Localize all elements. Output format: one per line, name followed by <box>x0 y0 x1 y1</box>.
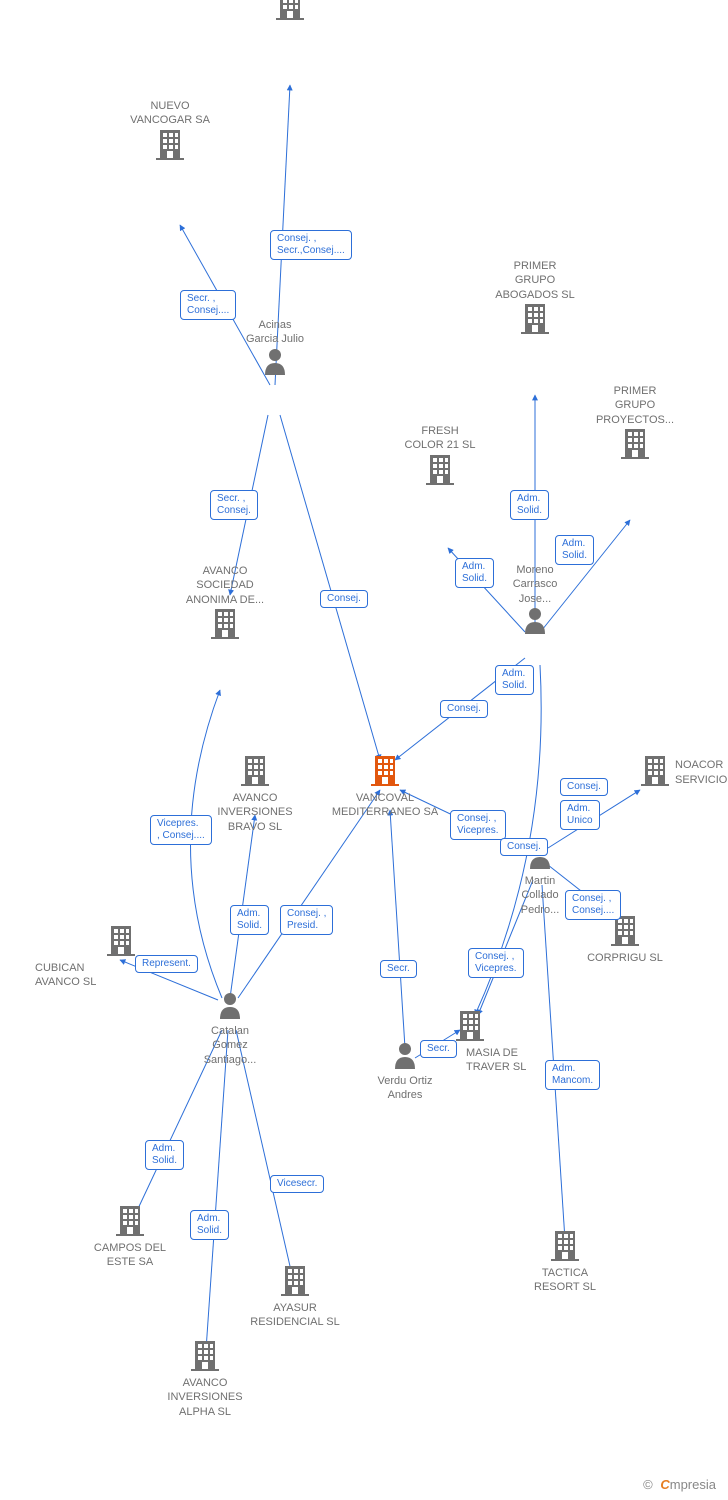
building-icon <box>35 924 135 961</box>
edge-label-martin-tactica: Adm. Mancom. <box>545 1060 600 1090</box>
node-avanco_soc[interactable]: AVANCO SOCIEDAD ANONIMA DE... <box>175 564 275 644</box>
building-icon <box>641 754 669 791</box>
edge-label-verdu-masia: Secr. <box>420 1040 457 1058</box>
node-label: Moreno Carrasco Jose... <box>485 563 585 606</box>
edge-label-martin-noacor: Adm. Unico <box>560 800 600 830</box>
edge-label-martin-vancoval: Consej. , Vicepres. <box>450 810 506 840</box>
building-icon <box>145 1339 265 1376</box>
node-tactica[interactable]: TACTICA RESORT SL <box>505 1229 625 1295</box>
person-icon <box>225 347 325 380</box>
edge-label-catalan-avanco_alpha: Adm. Solid. <box>190 1210 229 1240</box>
edge-label-acinas-nuevo_vancogar: Secr. , Consej.... <box>180 290 236 320</box>
brand-rest: mpresia <box>670 1477 716 1492</box>
edge-catalan-avanco_alpha <box>206 1030 228 1350</box>
edge-label-moreno-vancoval: Consej. <box>440 700 488 718</box>
node-label: PRIMER GRUPO PROYECTOS... <box>585 384 685 427</box>
edge-label-acinas-avanco_soc: Secr. , Consej. <box>210 490 258 520</box>
edge-label-martin-corprigu: Consej. , Consej.... <box>565 890 621 920</box>
node-label: AVANCO INVERSIONES ALPHA SL <box>145 1376 265 1419</box>
node-label: FRESH COLOR 21 SL <box>390 424 490 453</box>
node-label: TACTICA RESORT SL <box>505 1266 625 1295</box>
edge-label-acinas-vancoval: Consej. <box>320 590 368 608</box>
node-label: CAMPOS DEL ESTE SA <box>70 1241 190 1270</box>
building-icon <box>195 754 315 791</box>
building-icon <box>585 427 685 464</box>
node-cubican[interactable]: CUBICAN AVANCO SL <box>35 924 135 990</box>
building-icon <box>120 128 220 165</box>
building-icon <box>390 453 490 490</box>
node-label: Verdu Ortiz Andres <box>345 1074 465 1103</box>
node-vancoval[interactable]: VANCOVAL MEDITERRANEO SA <box>325 754 445 820</box>
edge-label-moreno-fresh_color: Adm. Solid. <box>455 558 494 588</box>
node-primer_proyectos[interactable]: PRIMER GRUPO PROYECTOS... <box>585 384 685 464</box>
edge-label-moreno-primer_abogados: Adm. Solid. <box>510 490 549 520</box>
building-icon <box>505 1229 625 1266</box>
edge-label-martin-vancoval: Consej. <box>500 838 548 856</box>
node-moreno[interactable]: Moreno Carrasco Jose... <box>485 563 585 639</box>
node-label: AVANCO SOCIEDAD ANONIMA DE... <box>175 564 275 607</box>
building-icon <box>175 607 275 644</box>
edge-label-catalan-cubican: Represent. <box>135 955 198 973</box>
edge-label-catalan-vancoval: Consej. , Presid. <box>280 905 333 935</box>
node-label: CORPRIGU SL <box>565 951 685 965</box>
edge-acinas-vancoval <box>280 415 380 760</box>
edge-label-catalan-avanco_soc: Vicepres. , Consej.... <box>150 815 212 845</box>
building-icon <box>456 1009 566 1046</box>
node-avanco_inv_bravo[interactable]: AVANCO INVERSIONES BRAVO SL <box>195 754 315 834</box>
node-label: AVANCO INVERSIONES BRAVO SL <box>195 791 315 834</box>
node-corprigu[interactable]: CORPRIGU SL <box>565 914 685 965</box>
brand-c: C <box>660 1477 669 1492</box>
node-fresh_color[interactable]: FRESH COLOR 21 SL <box>390 424 490 490</box>
edge-verdu-vancoval <box>390 810 405 1048</box>
edge-label-acinas-vancogar: Consej. , Secr.,Consej.... <box>270 230 352 260</box>
building-icon <box>325 754 445 791</box>
node-primer_abogados[interactable]: PRIMER GRUPO ABOGADOS SL <box>485 259 585 339</box>
edge-label-moreno-masia: Adm. Solid. <box>495 665 534 695</box>
node-avanco_alpha[interactable]: AVANCO INVERSIONES ALPHA SL <box>145 1339 265 1419</box>
edge-label-martin-masia: Consej. , Vicepres. <box>468 948 524 978</box>
edge-label-catalan-ayasur: Vicesecr. <box>270 1175 324 1193</box>
node-noacor[interactable]: NOACOR SERVICIOS SL <box>641 754 728 791</box>
node-ayasur[interactable]: AYASUR RESIDENCIAL SL <box>235 1264 355 1330</box>
node-label: Catalan Gomez Santiago... <box>170 1024 290 1067</box>
copyright-symbol: © <box>643 1477 653 1492</box>
edge-label-moreno-primer_proyectos: Adm. Solid. <box>555 535 594 565</box>
person-icon <box>485 606 585 639</box>
node-label: Acinas Garcia Julio <box>225 318 325 347</box>
building-icon <box>235 1264 355 1301</box>
building-icon <box>485 302 585 339</box>
node-label: AYASUR RESIDENCIAL SL <box>235 1301 355 1330</box>
person-icon <box>170 991 290 1024</box>
edge-label-verdu-vancoval: Secr. <box>380 960 417 978</box>
building-icon <box>70 1204 190 1241</box>
watermark: © Cmpresia <box>643 1477 716 1492</box>
node-label: NUEVO VANCOGAR SA <box>120 99 220 128</box>
node-acinas[interactable]: Acinas Garcia Julio <box>225 318 325 380</box>
node-nuevo_vancogar[interactable]: NUEVO VANCOGAR SA <box>120 99 220 165</box>
node-label: PRIMER GRUPO ABOGADOS SL <box>485 259 585 302</box>
edge-label-martin-noacor: Consej. <box>560 778 608 796</box>
building-icon <box>240 0 340 25</box>
edge-label-catalan-campos: Adm. Solid. <box>145 1140 184 1170</box>
node-label: CUBICAN AVANCO SL <box>35 961 135 990</box>
node-label: VANCOVAL MEDITERRANEO SA <box>325 791 445 820</box>
node-campos[interactable]: CAMPOS DEL ESTE SA <box>70 1204 190 1270</box>
edge-label-catalan-avanco_inv_bravo: Adm. Solid. <box>230 905 269 935</box>
node-vancogar[interactable]: VANCOGAR SA <box>240 0 340 25</box>
node-label: NOACOR SERVICIOS SL <box>675 758 728 787</box>
node-catalan[interactable]: Catalan Gomez Santiago... <box>170 991 290 1067</box>
